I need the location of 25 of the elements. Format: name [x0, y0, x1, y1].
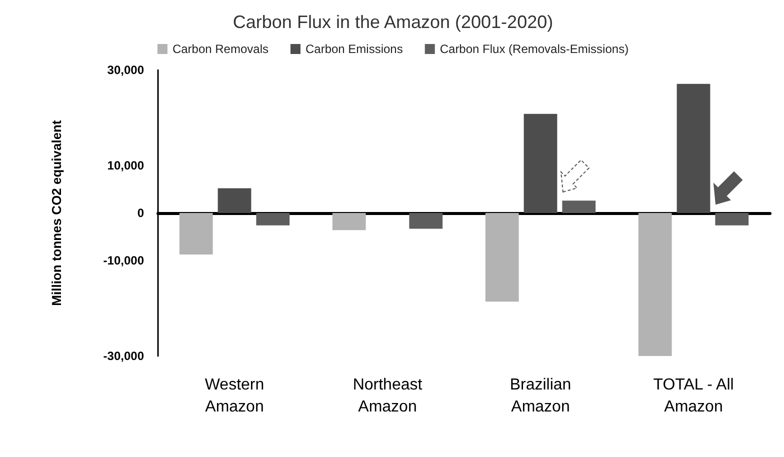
x-tick-label: Brazilian Amazon — [510, 376, 572, 416]
bar — [179, 213, 213, 254]
bar — [485, 213, 519, 302]
chart-title: Carbon Flux in the Amazon (2001-2020) — [232, 12, 554, 32]
bar — [409, 213, 443, 229]
bar — [715, 213, 749, 226]
y-tick-label: 10,000 — [107, 158, 144, 172]
y-axis-title: Million tonnes CO2 equivalent — [49, 120, 64, 306]
y-tick-label: -30,000 — [103, 349, 144, 363]
bar — [218, 188, 252, 213]
legend-label: Carbon Removals — [172, 42, 268, 56]
bar — [256, 213, 290, 226]
bar — [638, 213, 672, 356]
legend-label: Carbon Flux (Removals-Emissions) — [440, 42, 629, 56]
x-tick-label: TOTAL - All Amazon — [653, 376, 734, 416]
bar — [562, 200, 596, 213]
y-tick-label: 30,000 — [107, 63, 144, 77]
bar — [524, 114, 558, 213]
bar — [676, 84, 710, 213]
bar — [332, 213, 366, 230]
x-tick-label: Northeast Amazon — [352, 376, 423, 416]
legend-label: Carbon Emissions — [305, 42, 403, 56]
y-tick-label: 0 — [137, 206, 144, 220]
y-tick-label: -10,000 — [103, 254, 144, 268]
x-tick-label: Western Amazon — [204, 376, 264, 416]
